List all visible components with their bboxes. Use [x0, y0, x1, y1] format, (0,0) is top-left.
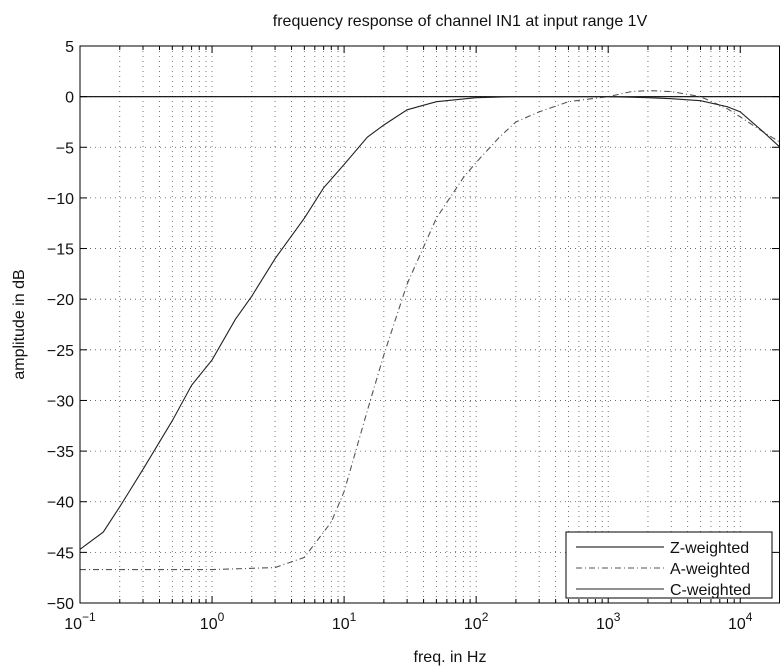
legend-label-a-weighted: A-weighted — [670, 561, 750, 578]
x-tick-label: 101 — [332, 610, 357, 633]
x-tick-label: 100 — [200, 610, 225, 633]
y-tick-label: −50 — [47, 596, 74, 613]
legend-box — [565, 531, 773, 599]
legend-label-c-weighted: C-weighted — [670, 582, 751, 599]
plot-area — [80, 46, 780, 603]
ticks — [79, 45, 780, 604]
x-tick-label: 103 — [596, 610, 621, 633]
series-line-c-weighted — [79, 96, 780, 550]
y-tick-label: −15 — [47, 242, 74, 259]
y-tick-label: 5 — [65, 39, 74, 56]
legend-label-z-weighted: Z-weighted — [670, 540, 749, 557]
y-tick-label: 0 — [65, 90, 74, 107]
y-tick-label: −45 — [47, 545, 74, 562]
x-tick-label: 10−1 — [64, 610, 96, 633]
y-tick-label: −40 — [47, 495, 74, 512]
x-tick-label: 102 — [464, 610, 489, 633]
y-tick-label: −5 — [56, 140, 74, 157]
y-tick-label: −25 — [47, 343, 74, 360]
chart-title: frequency response of channel IN1 at inp… — [273, 13, 648, 30]
x-axis-label: freq. in Hz — [414, 649, 487, 666]
y-tick-label: −35 — [47, 444, 74, 461]
legend: Z-weighted A-weighted C-weighted — [565, 531, 773, 599]
y-tick-label: −30 — [47, 393, 74, 410]
series-group — [79, 90, 780, 571]
y-axis-label: amplitude in dB — [11, 269, 28, 379]
x-tick-label: 104 — [728, 610, 753, 633]
y-tick-label: −10 — [47, 191, 74, 208]
y-tick-label: −20 — [47, 292, 74, 309]
